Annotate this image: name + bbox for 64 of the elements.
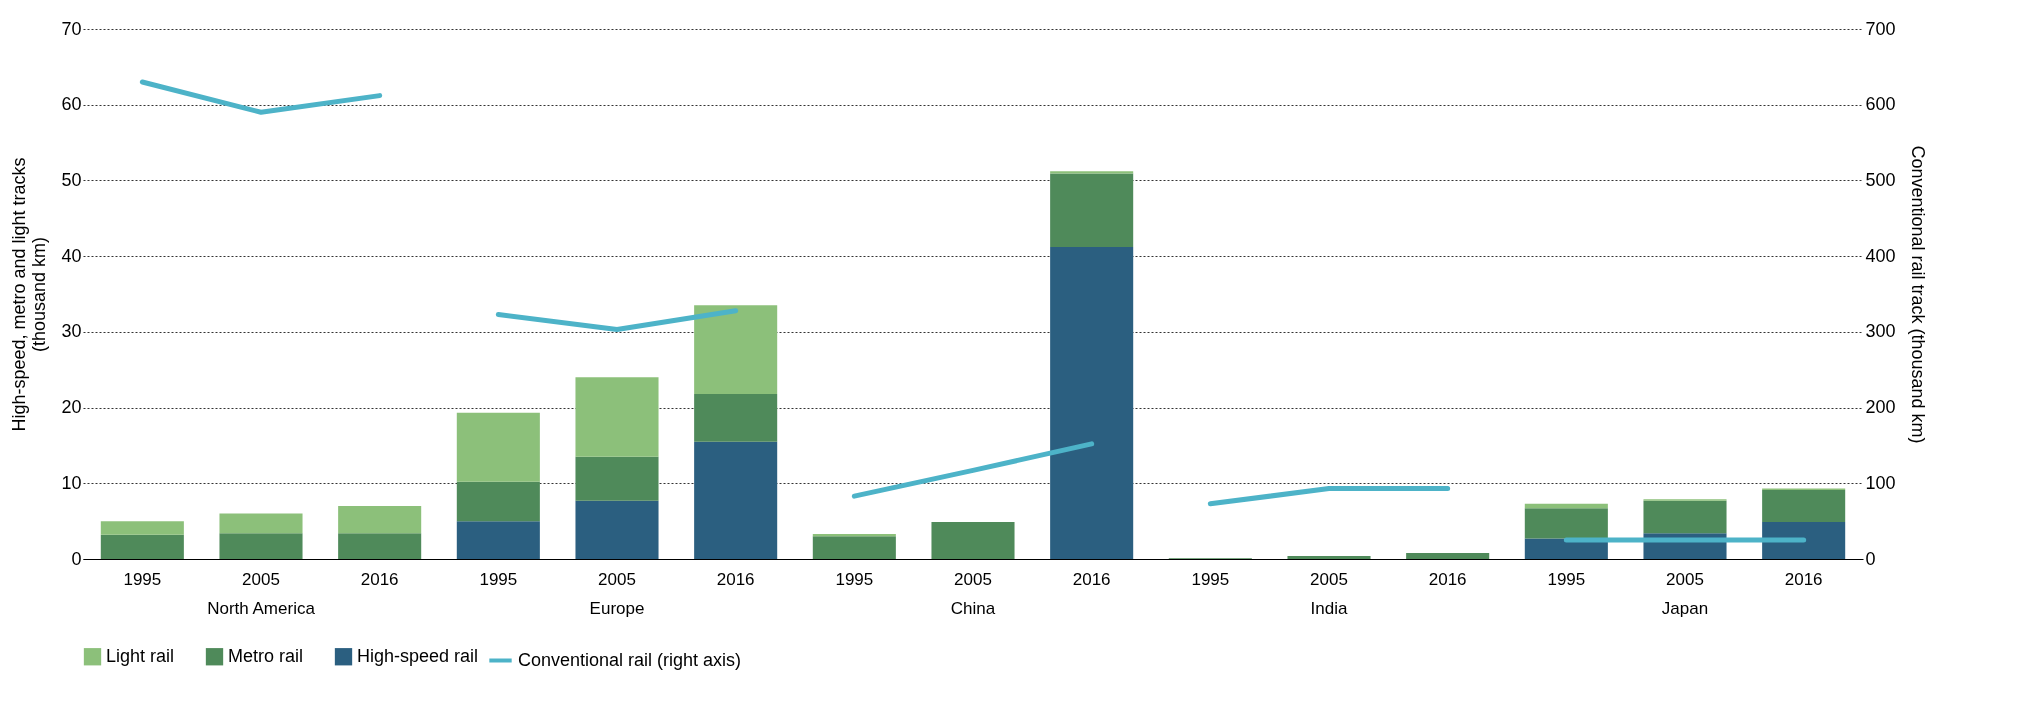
- x-tick-label: 2005: [1666, 569, 1704, 589]
- bar: [812, 536, 896, 559]
- x-tick-label: 2005: [954, 569, 992, 589]
- bar: [219, 513, 303, 534]
- y2-tick-label: 500: [1865, 169, 1896, 190]
- y2-tick-label: 700: [1865, 18, 1896, 39]
- y2-tick-label: 300: [1865, 321, 1896, 342]
- bar: [575, 456, 659, 501]
- bar: [338, 533, 422, 559]
- x-tick-label: 2005: [598, 569, 636, 589]
- x-tick-label: 1995: [1547, 569, 1586, 589]
- y2-tick-label: 100: [1865, 472, 1896, 493]
- y-tick-label: 50: [61, 169, 82, 190]
- y2-tick-label: 0: [1865, 548, 1876, 569]
- y-tick-label: 20: [61, 397, 82, 418]
- bar: [694, 441, 778, 559]
- y2-tick-label: 200: [1865, 397, 1896, 418]
- x-tick-label: 2016: [1784, 569, 1823, 589]
- bar: [456, 521, 540, 559]
- legend-label: Metro rail: [228, 645, 304, 666]
- y-tick-label: 0: [71, 548, 82, 569]
- x-tick-label: 2016: [1072, 569, 1111, 589]
- x-tick-label: 1995: [835, 569, 874, 589]
- bar: [1050, 171, 1134, 174]
- text: Japan: [1661, 599, 1709, 618]
- bar: [1406, 552, 1490, 559]
- x-tick-label: 2016: [360, 569, 399, 589]
- y-tick-label: 10: [61, 472, 82, 493]
- y-tick-label: 60: [61, 94, 82, 115]
- x-tick-label: 1995: [479, 569, 518, 589]
- legend-label: High-speed rail: [357, 645, 479, 666]
- x-tick-label: 2016: [716, 569, 755, 589]
- bar: [456, 412, 540, 482]
- bar: [931, 521, 1015, 559]
- x-tick-label: 1995: [123, 569, 162, 589]
- bar: [1050, 173, 1134, 248]
- text: China: [950, 599, 996, 618]
- text: North America: [207, 599, 316, 618]
- bar: [100, 534, 184, 559]
- x-tick-label: 2005: [1310, 569, 1348, 589]
- bar: [219, 533, 303, 559]
- bar: [456, 481, 540, 522]
- y-tick-label: 70: [61, 18, 82, 39]
- y-tick-label: 40: [61, 245, 82, 266]
- bar: [575, 377, 659, 457]
- bar: [694, 393, 778, 442]
- legend-label: Conventional rail (right axis): [518, 649, 742, 670]
- bar: [338, 506, 422, 534]
- bar: [1762, 490, 1846, 522]
- x-tick-label: 1995: [1191, 569, 1230, 589]
- legend-label: Light rail: [106, 645, 175, 666]
- y2-tick-label: 400: [1865, 245, 1896, 266]
- text: India: [1310, 599, 1348, 618]
- x-tick-label: 2016: [1428, 569, 1467, 589]
- bar: [575, 500, 659, 559]
- y2-tick-label: 600: [1865, 94, 1896, 115]
- y-axis-title: High-speed, metro and light tracks (thousand km): [9, 157, 50, 432]
- bar: [1643, 500, 1727, 534]
- bar: [100, 521, 184, 535]
- y-tick-label: 30: [61, 321, 82, 342]
- y2-axis-title: Conventional rail track (thousand km): [1907, 145, 1928, 444]
- x-tick-label: 2005: [242, 569, 280, 589]
- text: Europe: [589, 599, 645, 618]
- bar: [1287, 555, 1371, 559]
